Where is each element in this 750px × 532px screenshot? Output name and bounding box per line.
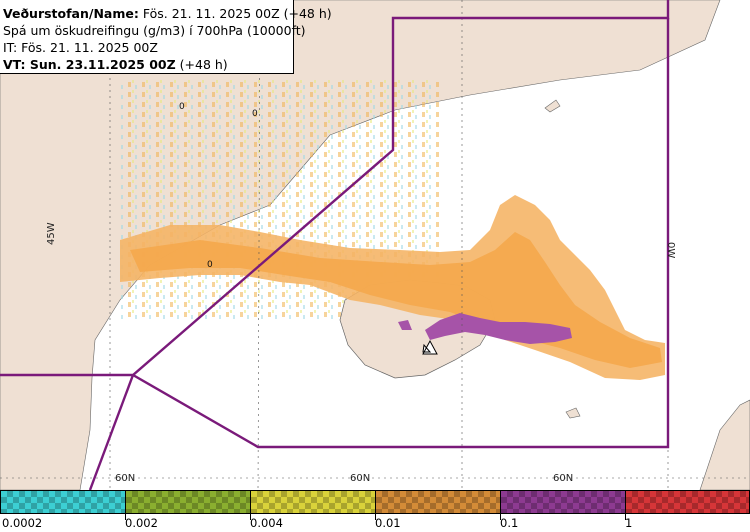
- volcano-triangle-icon: [422, 339, 438, 355]
- coast-southeast: [699, 399, 750, 490]
- legend-label-5: 0.1: [500, 516, 519, 530]
- contour-label-3: 0: [207, 260, 213, 270]
- name-label: Veðurstofan/Name:: [3, 6, 139, 21]
- concentration-legend: 0.0002 0.002 0.004 0.01 0.1 1: [0, 490, 750, 532]
- contour-label-2: 0: [252, 109, 258, 119]
- legend-swatch-4: [375, 490, 501, 514]
- small-island: [544, 99, 561, 113]
- legend-label-4: 0.01: [375, 516, 401, 530]
- valid-time-offset: (+48 h): [179, 57, 228, 72]
- legend-label-1: 0.0002: [2, 516, 43, 530]
- ash-plume-high: [425, 313, 572, 344]
- contour-label-1: 0: [179, 102, 185, 112]
- legend-label-6: 1: [625, 516, 633, 530]
- forecast-info-box: Veðurstofan/Name: Fös. 21. 11. 2025 00Z …: [0, 0, 332, 74]
- lon-label-45w: 45W: [46, 222, 57, 245]
- lon-label-0w: 0W: [665, 242, 676, 258]
- legend-swatch-3: [250, 490, 376, 514]
- lat-label-1: 60N: [115, 473, 135, 484]
- name-value: Fös. 21. 11. 2025 00Z (+48 h): [142, 6, 332, 21]
- legend-label-2: 0.002: [125, 516, 158, 530]
- valid-time-label: VT: Sun. 23.11.2025 00Z: [3, 57, 176, 72]
- legend-label-3: 0.004: [250, 516, 283, 530]
- forecast-description: Spá um öskudreifingu (g/m3) í 700hPa (10…: [3, 23, 306, 38]
- lat-label-3: 60N: [553, 473, 573, 484]
- ash-plume-high-small: [398, 320, 412, 330]
- legend-swatch-1: [0, 490, 126, 514]
- legend-swatch-5: [500, 490, 626, 514]
- lat-label-2: 60N: [350, 473, 370, 484]
- initial-time: IT: Fös. 21. 11. 2025 00Z: [3, 40, 158, 55]
- ash-forecast-map: 45W 0W 60N 60N 60N 0 0 0: [0, 0, 750, 490]
- small-island-2: [565, 407, 581, 419]
- legend-swatch-2: [125, 490, 251, 514]
- fir-boundary: [0, 0, 670, 490]
- legend-swatch-6: [625, 490, 750, 514]
